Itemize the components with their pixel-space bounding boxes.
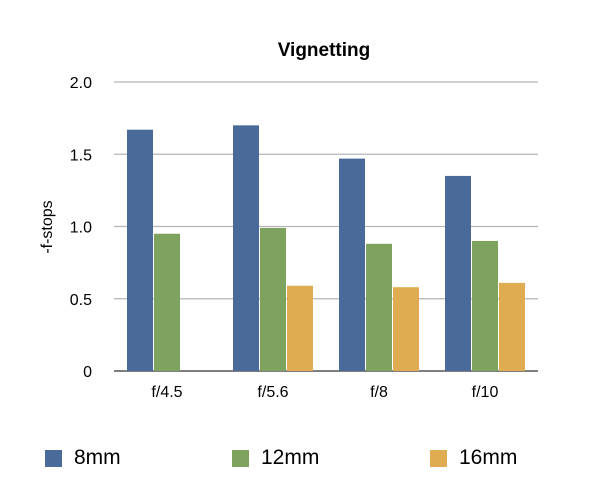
bar-12mm-f/5.6 [260, 227, 286, 371]
legend-swatch [45, 449, 62, 467]
bar-12mm-f/10 [472, 240, 498, 371]
legend-item-8mm: 8mm [45, 440, 121, 476]
bar-16mm-f/8 [393, 287, 419, 371]
legend-swatch [232, 449, 249, 467]
legend-swatch [430, 449, 447, 467]
bar-8mm-f/8 [339, 158, 365, 371]
bar-16mm-f/5.6 [287, 285, 313, 371]
x-tick-label: f/4.5 [151, 384, 182, 401]
bar-12mm-f/4.5 [154, 233, 180, 371]
y-tick-labels: 0 0.5 1.0 1.5 2.0 [70, 75, 92, 381]
bar-16mm-f/10 [499, 282, 525, 371]
x-tick-label: f/10 [472, 384, 499, 401]
legend-label: 8mm [74, 446, 121, 469]
legend: 8mm 12mm 16mm [0, 440, 600, 480]
chart-title: Vignetting [278, 40, 371, 61]
bar-8mm-f/4.5 [127, 129, 153, 371]
x-tick-label: f/5.6 [257, 384, 288, 401]
bar-12mm-f/8 [366, 243, 392, 371]
bar-8mm-f/10 [445, 175, 471, 371]
legend-item-16mm: 16mm [430, 440, 517, 476]
y-tick-label: 0.5 [70, 292, 92, 309]
bar-chart: Vignetting -f-stops 00.51.01.52.0 f/4.5 f… [39, 40, 538, 401]
x-tick-labels: f/4.5 f/5.6 f/8 f/10 [151, 384, 498, 401]
x-tick-label: f/8 [370, 384, 388, 401]
legend-label: 16mm [459, 446, 518, 469]
y-tick-label: 2.0 [70, 75, 92, 92]
bar-8mm-f/5.6 [233, 125, 259, 371]
legend-item-12mm: 12mm [232, 440, 319, 476]
y-tick-label: 1.0 [70, 220, 92, 237]
y-tick-label: 0 [83, 364, 92, 381]
y-tick-label: 1.5 [70, 147, 92, 164]
legend-label: 12mm [261, 446, 320, 469]
bars [127, 125, 525, 371]
y-axis-label: -f-stops [39, 200, 56, 253]
